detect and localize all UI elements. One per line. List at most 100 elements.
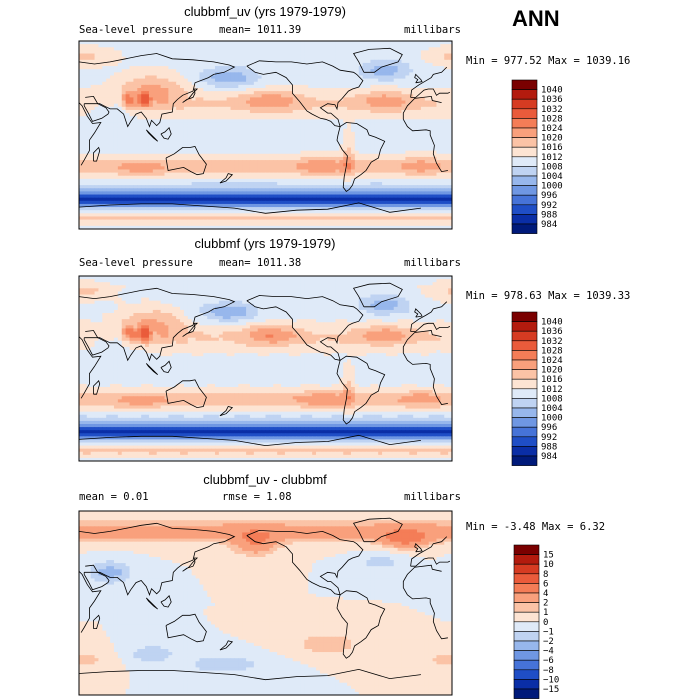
map-1-cell [133, 147, 138, 152]
map-1-cell [218, 44, 224, 48]
map-1-cell [214, 94, 220, 98]
map-1-cell [358, 50, 364, 55]
map-1-cell [409, 197, 414, 202]
map-1-cell [218, 103, 224, 108]
map-1-cell [389, 185, 395, 189]
map-1-cell [246, 163, 251, 167]
map-1-cell [417, 88, 422, 92]
map-1-cell [354, 81, 360, 86]
map-1-cell [90, 138, 96, 142]
map-1-cell [117, 197, 123, 202]
map-1-cell [125, 41, 131, 45]
map-1-cell [230, 84, 235, 89]
map-1-cell [347, 160, 352, 164]
map-1-cell [347, 138, 352, 142]
map-1-cell [160, 131, 165, 136]
map-1-cell [273, 119, 278, 123]
map-1-cell [113, 53, 119, 58]
map-1-cell [110, 69, 115, 73]
map-1-cell [409, 178, 414, 183]
map-1-cell [288, 97, 294, 102]
map-1-cell [246, 153, 251, 158]
map-1-cell [296, 109, 301, 114]
map-1-cell [187, 150, 193, 155]
map-1-cell [164, 147, 169, 152]
map-1-cell [160, 47, 165, 51]
map-1-cell [152, 62, 158, 67]
map-1-cell [106, 103, 111, 108]
map-1-cell [308, 94, 313, 98]
map-1-cell [195, 169, 200, 174]
map-1-cell [226, 182, 232, 186]
map-1-cell [102, 125, 107, 130]
map-1-cell [347, 59, 352, 64]
map-1-cell [413, 100, 418, 105]
map-1-cell [312, 169, 317, 174]
map-1-cell [428, 81, 434, 86]
map-1-cell [90, 191, 96, 196]
map-1-cell [374, 178, 379, 183]
map-1-cell [347, 163, 352, 167]
map-1-cell [413, 53, 418, 58]
map-1-cell [362, 175, 368, 180]
map-1-cell [86, 138, 92, 142]
map-1-cell [218, 50, 224, 55]
map-1-cell [218, 97, 224, 102]
map-1-cell [253, 78, 259, 83]
map-1-cell [180, 75, 185, 80]
map-1-cell [385, 91, 391, 95]
map-1-cell [82, 41, 88, 45]
map-1-cell [110, 163, 115, 167]
map-1-cell [343, 125, 348, 130]
map-1-cell [148, 81, 154, 86]
map-1-cell [164, 200, 169, 205]
map-1-cell [424, 182, 430, 186]
map-1-cell [214, 128, 220, 133]
map-1-cell [323, 147, 329, 152]
map-1-cell [226, 131, 232, 136]
map-1-cell [296, 50, 301, 55]
map-1-cell [121, 91, 127, 95]
map-1-cell [350, 84, 356, 89]
map-1-cell [156, 106, 162, 111]
map-1-cell [106, 191, 111, 196]
map-1-cell [242, 62, 247, 67]
map-1-cell [378, 197, 383, 202]
map-1-cell [409, 72, 414, 76]
map-1-cell [253, 109, 259, 114]
map-1-cell [164, 141, 169, 145]
map-1-cell [82, 62, 88, 67]
map-1-cell [350, 106, 356, 111]
map-1-cell [273, 109, 278, 114]
map-1-cell [374, 166, 379, 170]
map-1-cell [141, 166, 146, 170]
map-1-cell [121, 88, 127, 92]
map-1-cell [222, 109, 228, 114]
map-1-cell [374, 138, 379, 142]
map-1-cell [265, 178, 270, 183]
map-1-cell [156, 47, 162, 51]
map-1-cell [350, 75, 356, 80]
map-1-cell [335, 56, 340, 61]
map-1-cell [397, 131, 402, 136]
map-1-cell [168, 175, 173, 180]
map-1-cell [211, 163, 216, 167]
map-1-cell [121, 125, 127, 130]
map-1-cell [304, 200, 309, 205]
map-1-cell [176, 141, 181, 145]
map-1-cell [137, 169, 142, 174]
map-1-cell [405, 66, 410, 70]
map-1-cell [253, 141, 259, 145]
map-1-cell [304, 122, 309, 127]
map-1-cell [187, 103, 193, 108]
map-1-cell [284, 66, 290, 70]
map-1-cell [94, 84, 99, 89]
map-1-cell [284, 62, 290, 67]
map-1-cell [249, 113, 255, 117]
map-1-cell [300, 97, 305, 102]
map-1-cell [417, 66, 422, 70]
map-1-cell [269, 75, 274, 80]
map-1-cell [413, 188, 418, 192]
map-1-cell [405, 41, 410, 45]
map-1-cell [319, 91, 325, 95]
